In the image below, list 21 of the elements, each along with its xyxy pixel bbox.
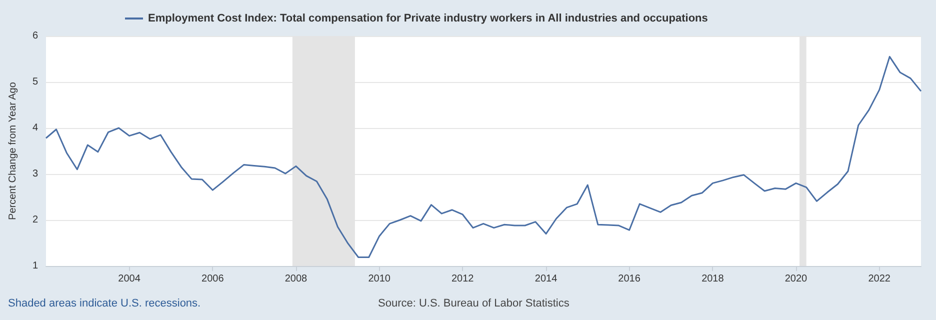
line-series [45,56,922,258]
y-tick-label: 1 [32,260,38,272]
x-tick-label: 2018 [702,274,724,284]
y-tick-label: 5 [32,76,38,88]
x-tick-label: 2014 [534,274,558,284]
x-tick-label: 2004 [118,274,141,284]
y-tick-label: 4 [32,122,38,134]
x-tick-label: 2012 [452,274,474,284]
source-note: Source: U.S. Bureau of Labor Statistics [378,298,570,310]
legend-label: Employment Cost Index: Total compensation for Private industry workers in All industries and occupations [148,12,708,24]
x-tick-label: 2022 [868,274,891,284]
x-tick-label: 2016 [618,274,641,284]
y-tick-label: 6 [32,30,38,42]
y-tick-label: 2 [32,214,38,226]
x-tick-label: 2008 [284,274,308,284]
y-axis-title: Percent Change from Year Ago [8,82,18,220]
x-tick-label: 2020 [784,274,808,284]
x-tick-label: 2006 [202,274,224,284]
y-tick-label: 3 [32,168,38,180]
x-tick-label: 2010 [368,274,391,284]
text: Shaded areas indicate U.S. recessions. [8,298,201,310]
